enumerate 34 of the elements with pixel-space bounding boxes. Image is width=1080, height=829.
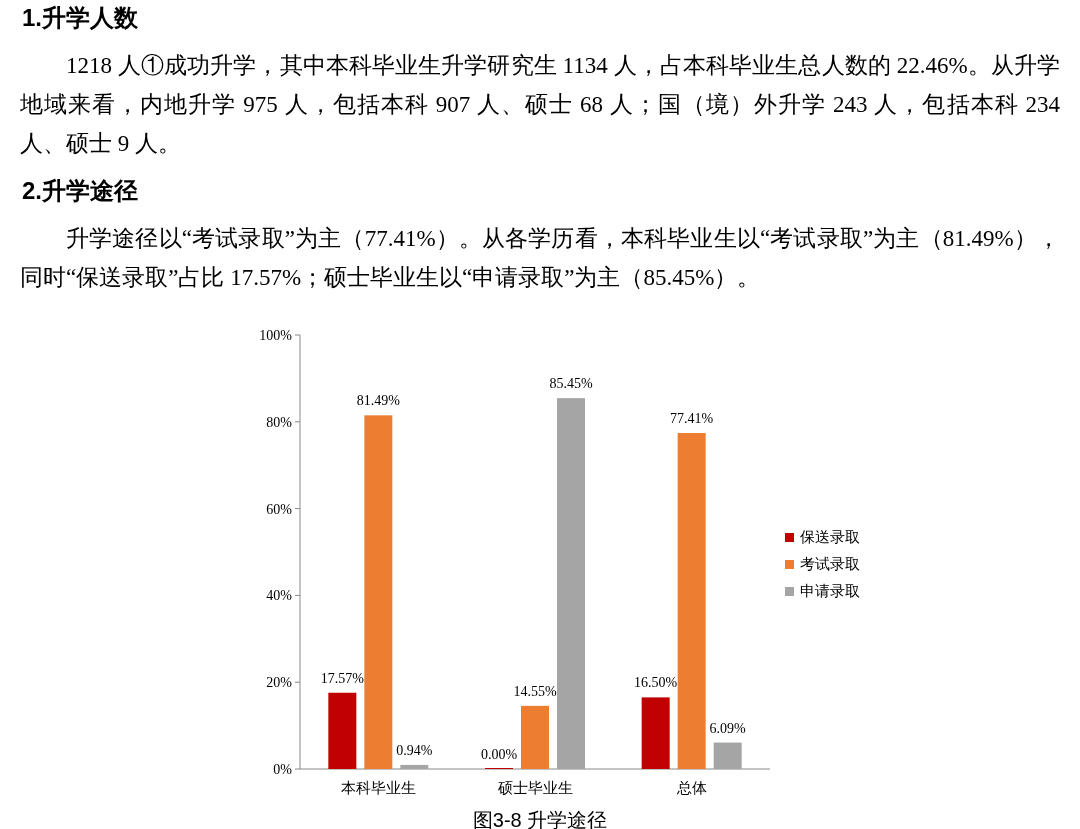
x-tick-label: 总体 <box>675 780 707 796</box>
data-label: 6.09% <box>709 720 747 736</box>
y-tick-label: 60% <box>266 501 293 517</box>
data-label: 17.57% <box>320 670 365 686</box>
legend-label: 保送录取 <box>800 529 860 545</box>
bar <box>364 415 393 769</box>
text: 1.升学人数 <box>21 3 139 33</box>
legend-label: 申请录取 <box>800 583 860 599</box>
text: 图3-8 升学途径 <box>472 809 608 829</box>
bar <box>521 705 549 769</box>
y-tick-label: 20% <box>266 675 293 691</box>
y-tick-label: 80% <box>266 414 293 430</box>
data-label: 77.41% <box>670 411 714 427</box>
data-label: 81.49% <box>356 393 401 409</box>
y-tick-label: 40% <box>266 588 293 604</box>
text: 2.升学途径 <box>21 176 139 206</box>
data-label: 16.50% <box>634 675 678 691</box>
text: 1218 人①成功升学，其中本科毕业生升学研究生 1134 人，占本科毕业生总人数的 22.46%。从升学地域来看，内地升学 975 人，包括本科 907 人、硕士 68 人；国（境）外升学 243 人，包括本科 234 人、硕士 9 人。 <box>19 52 1061 158</box>
bar <box>713 742 742 769</box>
legend-label: 考试录取 <box>800 556 860 572</box>
bar <box>641 697 670 769</box>
bar <box>677 433 706 769</box>
y-tick-label: 0% <box>273 762 293 777</box>
bar <box>328 692 357 769</box>
data-label: 0.00% <box>480 747 518 762</box>
bar <box>400 764 429 769</box>
x-tick-label: 本科毕业生 <box>340 780 416 796</box>
data-label: 85.45% <box>549 376 593 392</box>
x-tick-label: 硕士毕业生 <box>496 780 573 796</box>
bar <box>557 398 585 769</box>
text: 升学途径以“考试录取”为主（77.41%）。从各学历看，本科毕业生以“考试录取”为主（81.49%），同时“保送录取”占比 17.57%；硕士毕业生以“申请录取”为主（85.45%）。 <box>19 225 1061 292</box>
data-label: 0.94% <box>396 742 433 758</box>
data-label: 14.55% <box>513 683 557 699</box>
y-tick-label: 100% <box>259 328 293 343</box>
